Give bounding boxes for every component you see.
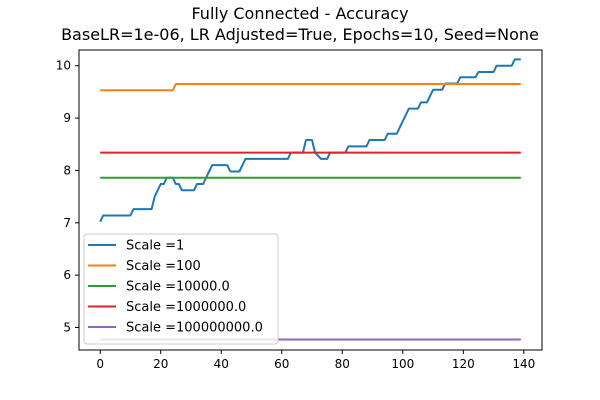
chart-subtitle: BaseLR=1e-06, LR Adjusted=True, Epochs=1… xyxy=(61,25,539,44)
legend-entry-0: Scale =1 xyxy=(126,239,184,254)
x-tick-label-5: 100 xyxy=(391,357,414,371)
x-tick-label-3: 60 xyxy=(274,357,289,371)
series-lines xyxy=(99,58,521,341)
legend: Scale =1 Scale =100 Scale =10000.0 Scale =1… xyxy=(83,233,279,345)
legend-entry-4: Scale =100000000.0 xyxy=(126,321,263,336)
y-tick-label-0: 5 xyxy=(63,320,71,334)
y-tick-label-5: 10 xyxy=(56,59,71,73)
plot-frame xyxy=(78,49,543,351)
legend-box xyxy=(83,233,279,345)
x-tick-label-6: 120 xyxy=(452,357,475,371)
x-tick-label-0: 0 xyxy=(96,357,104,371)
x-axis: 0 20 40 60 80 100 120 140 xyxy=(96,350,535,371)
legend-entry-3: Scale =1000000.0 xyxy=(126,300,246,315)
y-axis: 5 6 7 8 9 10 xyxy=(56,59,79,334)
chart-title: Fully Connected - Accuracy xyxy=(191,4,409,23)
series-line-1 xyxy=(100,83,521,92)
y-tick-label-4: 9 xyxy=(63,111,71,125)
y-tick-label-1: 6 xyxy=(63,268,71,282)
x-tick-label-7: 140 xyxy=(512,357,535,371)
x-tick-label-1: 20 xyxy=(153,357,168,371)
y-tick-label-3: 8 xyxy=(63,163,71,177)
x-tick-label-4: 80 xyxy=(335,357,350,371)
x-tick-label-2: 40 xyxy=(214,357,229,371)
legend-entry-1: Scale =100 xyxy=(126,259,201,274)
legend-entry-2: Scale =10000.0 xyxy=(126,280,230,295)
y-tick-label-2: 7 xyxy=(63,216,71,230)
